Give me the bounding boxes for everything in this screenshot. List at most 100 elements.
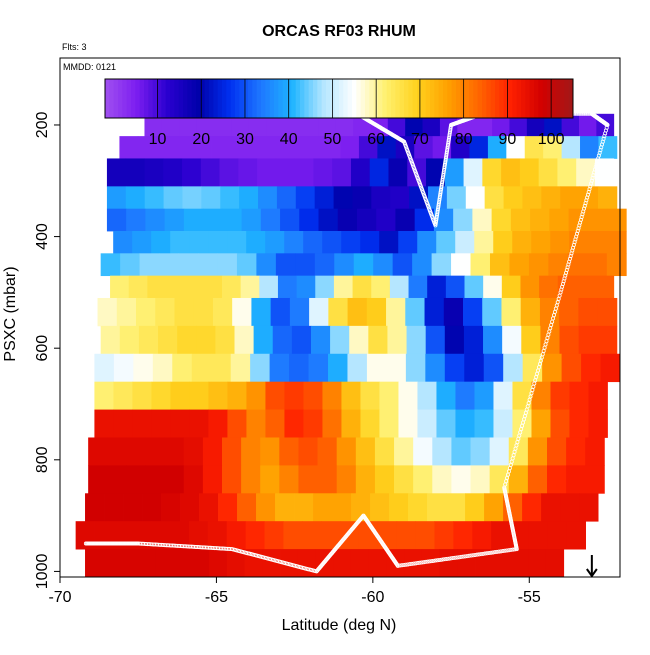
colorbar-swatch bbox=[256, 79, 262, 118]
colorbar-swatch bbox=[148, 79, 154, 118]
heatmap-cell bbox=[474, 231, 494, 254]
heatmap-cell bbox=[422, 113, 441, 137]
heatmap-cell bbox=[151, 521, 171, 550]
heatmap-cell bbox=[436, 231, 456, 254]
heatmap-cell bbox=[291, 325, 312, 355]
colorbar-swatch bbox=[308, 79, 314, 118]
heatmap-cell bbox=[275, 493, 295, 522]
heatmap-cell bbox=[587, 253, 608, 277]
track-point bbox=[425, 559, 430, 564]
heatmap-cell bbox=[387, 113, 406, 137]
heatmap-cell bbox=[566, 465, 586, 494]
heatmap-cell bbox=[472, 208, 493, 232]
heatmap-cell bbox=[366, 353, 387, 383]
heatmap-cell bbox=[238, 158, 258, 187]
heatmap-cell bbox=[164, 208, 185, 232]
heatmap-cell bbox=[182, 158, 202, 187]
track-point bbox=[494, 549, 499, 554]
heatmap-cell bbox=[600, 353, 621, 383]
colorbar-swatch bbox=[287, 79, 292, 118]
heatmap-cell bbox=[528, 253, 549, 277]
heatmap-cell bbox=[245, 521, 265, 550]
heatmap-cell bbox=[350, 158, 371, 187]
heatmap-cell bbox=[85, 493, 105, 522]
colorbar-swatch bbox=[395, 79, 401, 118]
heatmap-cell bbox=[464, 353, 485, 383]
heatmap-cell bbox=[567, 253, 588, 277]
heatmap-cell bbox=[318, 208, 339, 232]
heatmap-cell bbox=[318, 113, 337, 137]
heatmap-cell bbox=[491, 208, 512, 232]
heatmap-cell bbox=[313, 158, 333, 187]
heatmap-cell bbox=[106, 186, 127, 210]
heatmap-cell bbox=[241, 208, 262, 232]
heatmap-cell bbox=[455, 409, 475, 438]
track-point bbox=[490, 550, 495, 555]
heatmap-cell bbox=[321, 521, 341, 550]
heatmap-cell bbox=[333, 549, 352, 578]
heatmap-cell bbox=[191, 549, 210, 578]
heatmap-cell bbox=[549, 208, 569, 232]
heatmap-cell bbox=[544, 113, 562, 137]
heatmap-cell bbox=[547, 437, 567, 466]
heatmap-cell bbox=[284, 409, 304, 438]
heatmap-cell bbox=[276, 186, 297, 210]
track-point bbox=[437, 557, 442, 562]
heatmap-cell bbox=[200, 158, 220, 187]
heatmap-cell bbox=[221, 275, 242, 299]
heatmap-cell bbox=[557, 158, 577, 187]
track-point bbox=[315, 568, 320, 573]
heatmap-cell bbox=[474, 381, 494, 410]
colorbar-swatch bbox=[105, 79, 110, 118]
colorbar-swatch bbox=[451, 79, 457, 118]
x-tick-label: -55 bbox=[518, 589, 541, 606]
colorbar-swatch bbox=[122, 79, 128, 118]
track-point bbox=[506, 548, 511, 553]
heatmap-cell bbox=[151, 381, 171, 410]
heatmap-cell bbox=[317, 465, 338, 494]
heatmap-cell bbox=[606, 253, 627, 277]
colorbar-swatch bbox=[152, 79, 158, 118]
heatmap-cell bbox=[451, 136, 470, 159]
heatmap-cell bbox=[405, 353, 426, 383]
heatmap-cell bbox=[559, 297, 579, 327]
heatmap-cell bbox=[379, 231, 399, 254]
heatmap-cell bbox=[123, 493, 143, 522]
track-point bbox=[485, 551, 490, 556]
heatmap-cell bbox=[155, 549, 175, 578]
heatmap-cell bbox=[303, 231, 323, 254]
heatmap-cell bbox=[191, 353, 212, 383]
heatmap-cell bbox=[241, 465, 261, 494]
heatmap-cell bbox=[530, 208, 550, 232]
heatmap-cell bbox=[561, 113, 580, 137]
heatmap-cell bbox=[277, 275, 298, 299]
heatmap-cell bbox=[303, 409, 323, 438]
colorbar-swatch bbox=[434, 79, 440, 118]
heatmap-cell bbox=[569, 381, 589, 410]
heatmap-cell bbox=[107, 437, 127, 466]
colorbar-swatch bbox=[196, 79, 201, 118]
heatmap-cell bbox=[113, 353, 134, 383]
colorbar-tick-label: 70 bbox=[411, 131, 429, 148]
colorbar-swatch bbox=[464, 79, 470, 118]
y-tick-label: 600 bbox=[34, 335, 51, 362]
heatmap-cell bbox=[446, 493, 466, 522]
heatmap-cell bbox=[489, 253, 510, 277]
heatmap-cell bbox=[303, 381, 323, 410]
colorbar-swatch bbox=[139, 79, 145, 118]
heatmap-cell bbox=[218, 493, 238, 522]
heatmap-cell bbox=[126, 437, 146, 466]
colorbar-swatch bbox=[213, 79, 219, 118]
heatmap-cell bbox=[138, 325, 159, 355]
heatmap-cell bbox=[453, 521, 473, 550]
heatmap-cell bbox=[550, 381, 570, 410]
heatmap-cell bbox=[547, 465, 567, 494]
heatmap-cell bbox=[234, 325, 255, 355]
heatmap-cell bbox=[161, 113, 180, 137]
track-point bbox=[415, 561, 420, 566]
heatmap-cell bbox=[314, 253, 335, 277]
colorbar-swatch bbox=[174, 79, 180, 118]
heatmap-cell bbox=[463, 158, 483, 187]
heatmap-cell bbox=[398, 381, 418, 410]
heatmap-cell bbox=[211, 136, 231, 159]
